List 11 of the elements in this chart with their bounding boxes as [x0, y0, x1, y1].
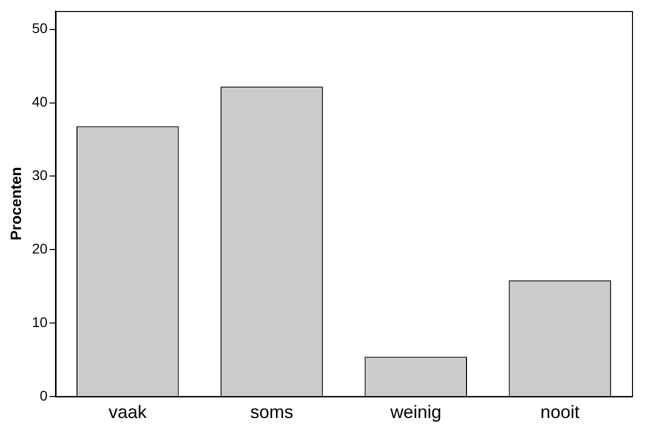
y-tick-label: 0: [40, 387, 48, 404]
y-tick-label: 30: [32, 167, 48, 184]
y-tick-label: 50: [32, 20, 48, 36]
x-tick-label: soms: [250, 402, 294, 422]
y-tick-label: 20: [32, 240, 48, 256]
y-axis-title: Procenten: [8, 167, 26, 240]
x-tick-label: weinig: [389, 402, 442, 422]
x-tick-label: vaak: [108, 402, 148, 422]
y-tick-label: 10: [32, 314, 48, 330]
y-tick-label: 40: [32, 94, 48, 110]
x-tick-label: nooit: [540, 402, 580, 422]
